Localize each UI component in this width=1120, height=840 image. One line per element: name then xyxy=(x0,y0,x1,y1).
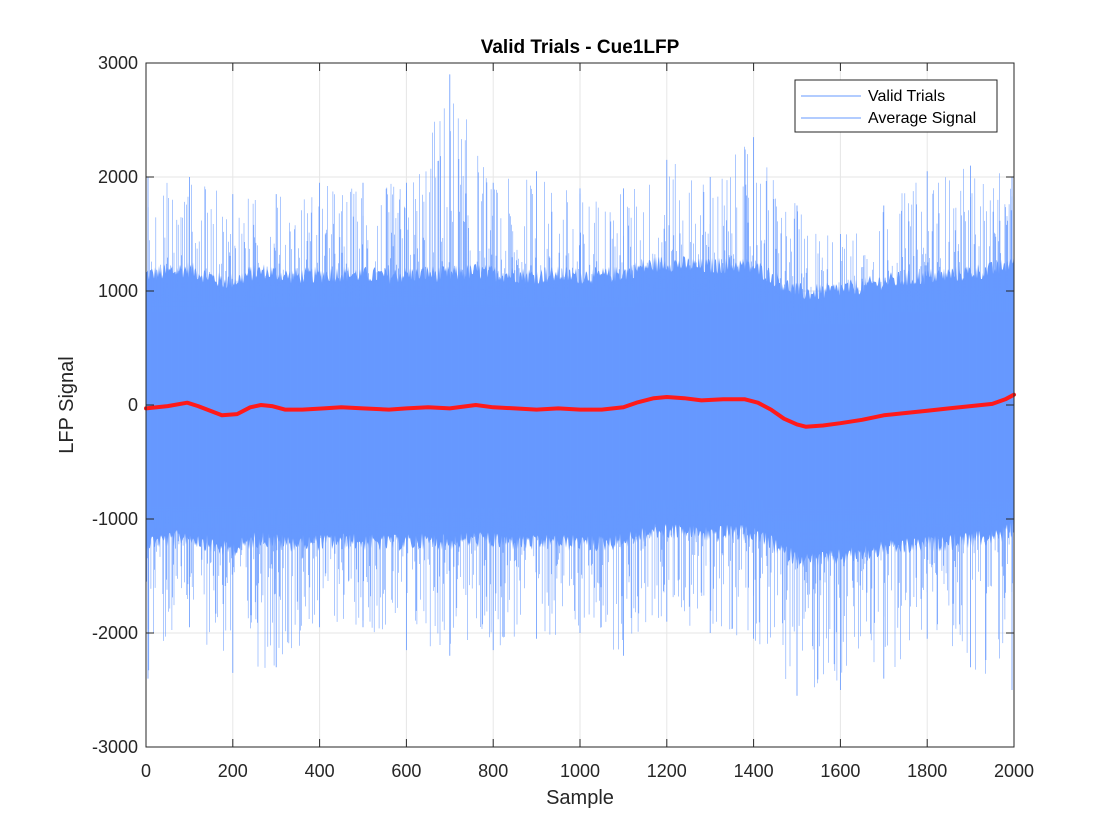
y-tick-label: 1000 xyxy=(98,281,138,301)
y-tick-label: -2000 xyxy=(92,623,138,643)
x-tick-label: 1600 xyxy=(820,761,860,781)
x-tick-label: 1400 xyxy=(734,761,774,781)
legend-label-average-signal: Average Signal xyxy=(868,110,976,127)
x-tick-label: 1000 xyxy=(560,761,600,781)
y-tick-label: 3000 xyxy=(98,53,138,73)
ticks: 0 200 400 600 800 1000 1200 1400 1600 1800 2000 -30… xyxy=(92,53,1034,781)
x-tick-label: 2000 xyxy=(994,761,1034,781)
x-tick-label: 200 xyxy=(218,761,248,781)
x-tick-label: 800 xyxy=(478,761,508,781)
y-tick-label: -1000 xyxy=(92,509,138,529)
chart-title: Valid Trials - Cue1LFP xyxy=(481,37,680,58)
x-tick-label: 1800 xyxy=(907,761,947,781)
y-tick-label: -3000 xyxy=(92,737,138,757)
average-signal-line xyxy=(144,392,1016,429)
y-tick-label: 0 xyxy=(128,395,138,415)
x-tick-label: 600 xyxy=(391,761,421,781)
x-tick-label: 0 xyxy=(141,761,151,781)
x-tick-label: 400 xyxy=(305,761,335,781)
valid-trials-peaks xyxy=(147,74,1013,696)
x-tick-label: 1200 xyxy=(647,761,687,781)
y-tick-label: 2000 xyxy=(98,167,138,187)
y-axis-label: LFP Signal xyxy=(56,356,78,453)
legend: Valid Trials Average Signal xyxy=(794,79,998,133)
x-axis-label: Sample xyxy=(546,787,614,809)
legend-box xyxy=(794,79,998,133)
legend-label-valid-trials: Valid Trials xyxy=(868,88,945,105)
